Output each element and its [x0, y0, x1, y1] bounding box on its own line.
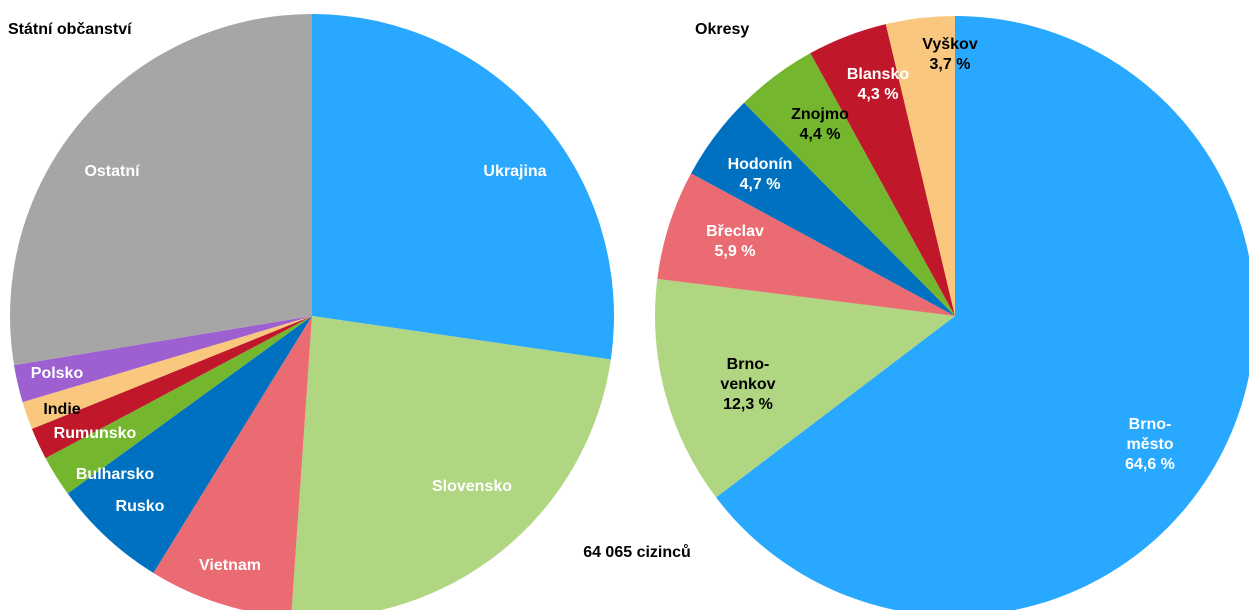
label-line: Brno- [1129, 416, 1172, 433]
slice-label: Ukrajina [483, 163, 546, 180]
slice-label: Rumunsko [54, 425, 137, 442]
pie-slice [14, 316, 313, 403]
annotation: 64 065 cizinců [583, 544, 691, 561]
label-line: město [1126, 436, 1173, 453]
value-label: 4,3 % [858, 86, 899, 103]
pie-slice [657, 173, 955, 316]
pie-slice [153, 316, 312, 610]
value-label: 5,9 % [715, 243, 756, 260]
slice-label: Břeclav [706, 223, 764, 240]
slice-label: Brno-město [1126, 416, 1173, 453]
slice-label: Rusko [116, 498, 165, 515]
label-line: Hodonín [728, 156, 793, 173]
slice-label: Blansko [847, 66, 909, 83]
slice-label: Polsko [31, 365, 84, 382]
pie-slice [312, 14, 614, 360]
label-line: Ukrajina [483, 163, 546, 180]
slice-label: Bulharsko [76, 466, 154, 483]
pie-slice [10, 14, 313, 366]
pie-slice [691, 102, 955, 316]
label-line: Břeclav [706, 223, 764, 240]
pie-slice [291, 316, 611, 610]
label-line: Rumunsko [54, 425, 137, 442]
label-line: venkov [720, 376, 775, 393]
slice-label: Znojmo [791, 106, 849, 123]
pie-slice [67, 316, 312, 574]
label-line: Znojmo [791, 106, 849, 123]
label-line: Vyškov [922, 36, 978, 53]
pie-slice [744, 53, 955, 316]
pie-slice [45, 316, 313, 494]
slice-label: Hodonín [728, 156, 793, 173]
value-label: 12,3 % [723, 396, 773, 413]
value-label: 64,6 % [1125, 456, 1175, 473]
label-line: Blansko [847, 66, 909, 83]
slice-label: Ostatní [84, 163, 140, 180]
slice-label: Slovensko [432, 478, 512, 495]
value-label: 4,4 % [800, 126, 841, 143]
slice-label: Brno-venkov [720, 356, 775, 393]
pie-slice [810, 24, 955, 316]
pie-slice [31, 316, 313, 459]
slice-label: Indie [43, 401, 80, 418]
label-line: Indie [43, 401, 80, 418]
chart-title: Státní občanství [8, 21, 132, 38]
pie-slice [655, 278, 955, 498]
label-line: Vietnam [199, 557, 261, 574]
label-line: Polsko [31, 365, 84, 382]
pie-slice [22, 316, 312, 429]
label-line: Rusko [116, 498, 165, 515]
slice-label: Vietnam [199, 557, 261, 574]
label-line: Brno- [727, 356, 770, 373]
chart-title: Okresy [695, 21, 749, 38]
value-label: 3,7 % [930, 56, 971, 73]
pie-slice [716, 16, 1249, 610]
label-line: Slovensko [432, 478, 512, 495]
label-line: Ostatní [84, 163, 140, 180]
label-line: Bulharsko [76, 466, 154, 483]
slice-label: Vyškov [922, 36, 978, 53]
value-label: 4,7 % [740, 176, 781, 193]
pie-slice [885, 15, 955, 316]
